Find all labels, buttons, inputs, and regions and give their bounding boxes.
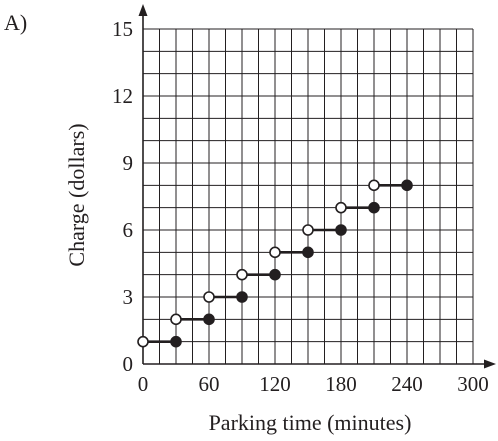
closed-endpoint xyxy=(368,201,380,214)
closed-endpoint xyxy=(236,291,248,303)
closed-endpoint xyxy=(203,313,215,326)
x-tick-label: 180 xyxy=(325,372,357,396)
x-tick-label: 300 xyxy=(457,372,489,396)
open-endpoint xyxy=(170,313,182,326)
open-endpoint xyxy=(368,179,380,192)
step-segment xyxy=(368,179,413,192)
step-segment xyxy=(335,201,380,214)
step-segments xyxy=(137,179,413,348)
y-axis-arrowhead xyxy=(138,4,148,16)
x-axis-title: Parking time (minutes) xyxy=(209,410,412,435)
x-tick-label: 60 xyxy=(199,372,220,396)
y-tick-label: 3 xyxy=(123,285,134,309)
x-tick-label: 240 xyxy=(391,372,423,396)
x-tick-label: 120 xyxy=(259,372,291,396)
y-tick-label: 9 xyxy=(123,151,134,175)
step-segment xyxy=(203,291,248,303)
closed-endpoint xyxy=(302,246,314,259)
open-endpoint xyxy=(236,268,248,281)
open-endpoint xyxy=(137,335,149,348)
open-endpoint xyxy=(269,246,281,259)
step-segment xyxy=(137,335,182,348)
y-axis-title: Charge (dollars) xyxy=(64,123,89,266)
axes xyxy=(138,4,496,369)
step-segment xyxy=(236,268,281,281)
closed-endpoint xyxy=(269,268,281,281)
tick-labels: 0 60 120 180 240 300 0 3 6 9 12 15 xyxy=(112,17,489,396)
y-tick-label: 15 xyxy=(112,17,133,41)
open-endpoint xyxy=(203,291,215,303)
step-segment xyxy=(269,246,314,259)
open-endpoint xyxy=(302,224,314,236)
step-segment xyxy=(302,224,347,236)
grid xyxy=(142,28,474,365)
panel-label: A) xyxy=(4,10,27,35)
y-tick-label: 0 xyxy=(123,352,134,376)
closed-endpoint xyxy=(335,224,347,236)
closed-endpoint xyxy=(401,179,413,192)
x-axis-arrowhead xyxy=(484,359,496,369)
closed-endpoint xyxy=(170,335,182,348)
x-tick-label: 0 xyxy=(138,372,149,396)
open-endpoint xyxy=(335,201,347,214)
step-segment xyxy=(170,313,215,326)
y-tick-label: 6 xyxy=(123,218,134,242)
y-tick-label: 12 xyxy=(112,84,133,108)
